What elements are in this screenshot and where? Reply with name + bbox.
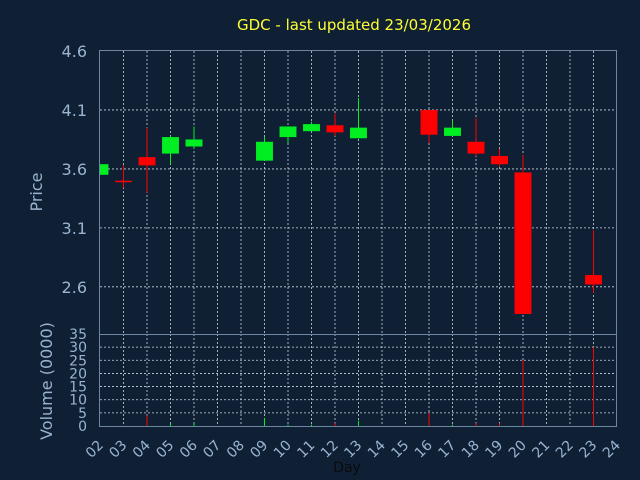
volume-tick-label: 0	[78, 419, 87, 435]
volume-plot-frame	[99, 334, 617, 427]
candle-body	[326, 125, 344, 133]
candle-body	[256, 141, 273, 161]
price-tick-label: 2.6	[62, 278, 87, 297]
x-tick-labels: 02 03 04 05 06 07 08 09 10 11 12 13 14 15 16 17 18 19 20 21…	[83, 437, 624, 461]
volume-tick-label: 35	[69, 327, 87, 343]
volume-bars-layer	[99, 347, 594, 426]
candle-body	[585, 275, 602, 285]
candle-body	[185, 139, 203, 147]
volume-tick-label: 30	[69, 340, 87, 356]
candle-body	[303, 124, 320, 132]
volume-tick-label: 15	[69, 380, 87, 396]
chart-title: GDC - last updated 23/03/2026	[237, 16, 471, 34]
candle-body	[115, 180, 132, 183]
candle-body	[138, 157, 156, 166]
volume-tick-label: 25	[69, 353, 87, 369]
price-gridlines	[100, 51, 617, 334]
candle-body	[279, 126, 297, 138]
price-tick-label: 4.6	[62, 42, 87, 61]
candle-body	[162, 137, 179, 154]
volume-tick-label: 10	[69, 393, 87, 409]
price-tick-label: 3.1	[62, 219, 87, 238]
price-tick-label: 4.1	[62, 101, 87, 120]
candle-body	[350, 127, 367, 139]
x-axis-label: Day	[333, 460, 361, 476]
volume-axis-label: Volume (0000)	[37, 322, 56, 440]
price-tick-labels: 4.6 4.1 3.6 3.1 2.6	[62, 42, 87, 297]
candle-body	[467, 141, 485, 154]
candle-body	[100, 164, 109, 175]
candle-body	[444, 127, 461, 136]
candle-body	[491, 155, 508, 165]
candle-body	[420, 109, 438, 135]
candle-body	[514, 172, 532, 314]
volume-gridlines	[100, 334, 617, 426]
price-tick-label: 3.6	[62, 160, 87, 179]
price-axis-label: Price	[27, 172, 46, 211]
candles-layer	[99, 98, 602, 314]
volume-tick-label: 20	[69, 366, 87, 382]
volume-tick-label: 5	[78, 406, 87, 422]
